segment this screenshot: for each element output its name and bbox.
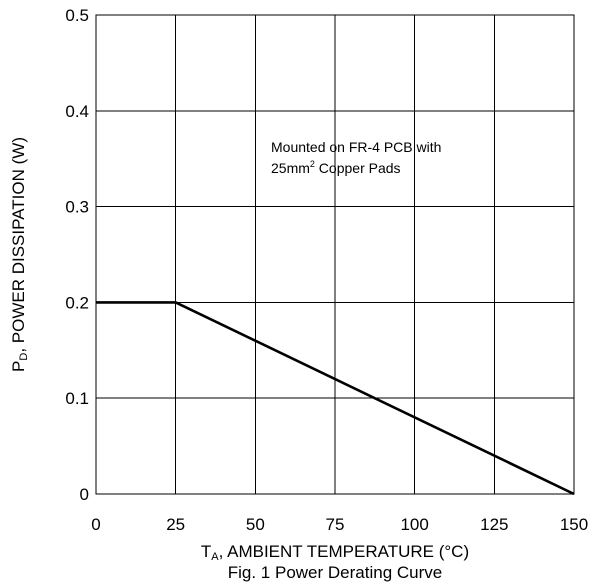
plot-frame: [95, 14, 575, 495]
y-tick-label: 0.5: [65, 6, 89, 25]
figure-caption: Fig. 1 Power Derating Curve: [228, 563, 442, 582]
x-axis-label-text: , AMBIENT TEMPERATURE (°C): [219, 542, 470, 561]
y-tick-label: 0.3: [65, 198, 89, 217]
annotation-area-value: 25mm: [271, 160, 310, 176]
y-axis-label-text: , POWER DISSIPATION (W): [9, 137, 28, 353]
x-tick-label: 50: [246, 515, 265, 534]
y-tick-label: 0: [80, 485, 89, 504]
annotation-superscript: 2: [310, 159, 315, 169]
x-axis-label-subscript: A: [211, 551, 219, 563]
annotation-copper-pads: Copper Pads: [315, 160, 401, 176]
x-tick-label: 100: [400, 515, 428, 534]
x-tick-labels: 0 25 50 75 100 125 150: [91, 515, 588, 534]
annotation-line-2: 25mm2 Copper Pads: [271, 159, 401, 176]
x-axis-label: TA, AMBIENT TEMPERATURE (°C): [201, 542, 469, 563]
annotation-line-1: Mounted on FR-4 PCB with: [271, 139, 441, 155]
y-axis-label-symbol: P: [9, 361, 28, 372]
y-tick-label: 0.1: [65, 389, 89, 408]
x-tick-label: 75: [326, 515, 345, 534]
x-axis-label-symbol: T: [201, 542, 211, 561]
y-tick-labels: 0 0.1 0.2 0.3 0.4 0.5: [65, 6, 89, 504]
x-tick-label: 25: [166, 515, 185, 534]
y-axis-label-subscript: D: [18, 353, 30, 361]
x-tick-label: 150: [560, 515, 588, 534]
y-tick-label: 0.2: [65, 293, 89, 312]
grid: [95, 14, 575, 495]
y-axis-label: PD, POWER DISSIPATION (W): [9, 137, 30, 372]
x-tick-label: 125: [480, 515, 508, 534]
series-layer: [96, 301, 575, 496]
x-tick-label: 0: [91, 515, 100, 534]
y-tick-label: 0.4: [65, 102, 89, 121]
derating-curve: [96, 301, 575, 496]
